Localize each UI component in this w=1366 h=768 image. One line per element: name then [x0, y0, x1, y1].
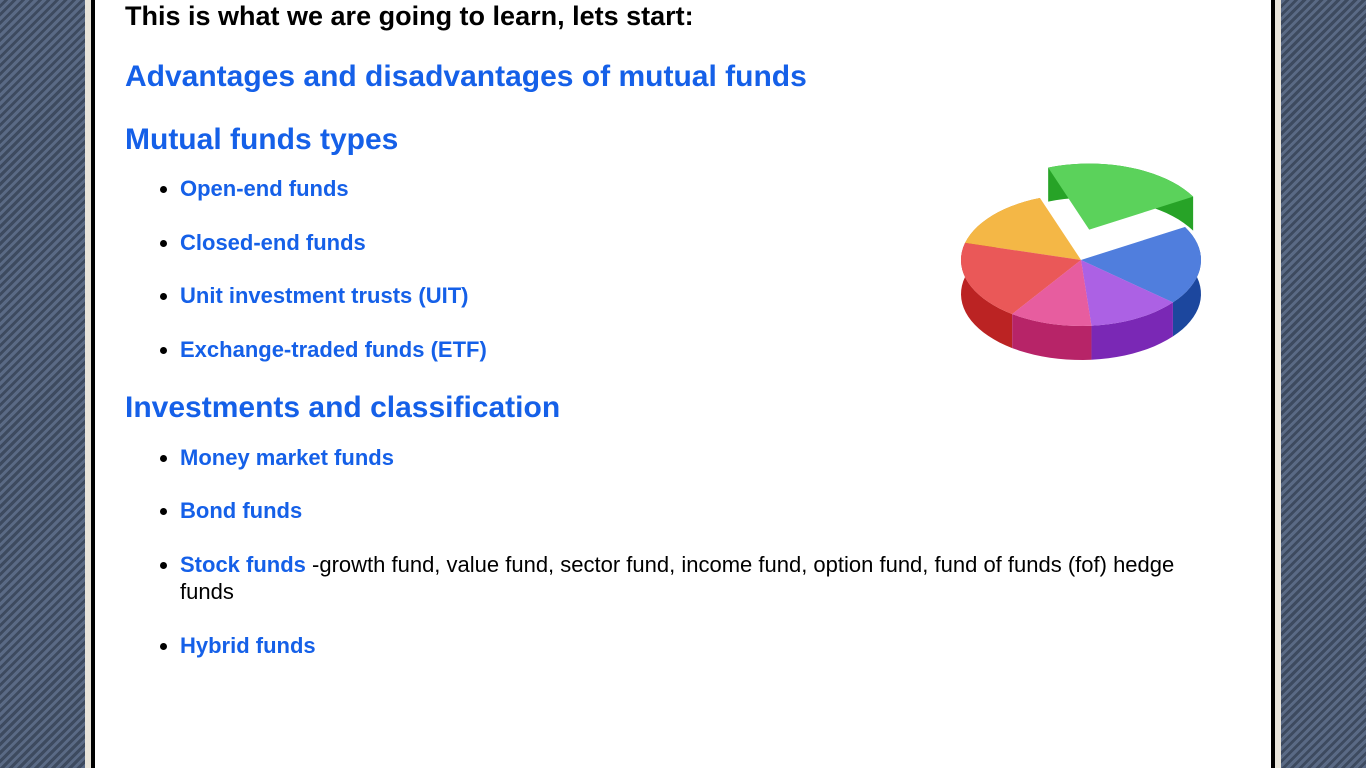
link-stock-funds[interactable]: Stock funds: [180, 552, 306, 577]
link-closed-end-funds[interactable]: Closed-end funds: [180, 230, 366, 255]
intro-text: This is what we are going to learn, lets…: [125, 0, 1246, 32]
list-item: Bond funds: [180, 497, 1246, 525]
heading-investments-label: Investments and classification: [125, 391, 560, 424]
list-item: Money market funds: [180, 444, 1246, 472]
outer-frame: This is what we are going to learn, lets…: [85, 0, 1281, 768]
link-money-market-funds[interactable]: Money market funds: [180, 445, 394, 470]
heading-types-label: Mutual funds types: [125, 123, 398, 156]
pie-chart-icon: [921, 140, 1241, 400]
list-item: Stock funds -growth fund, value fund, se…: [180, 551, 1246, 606]
investments-list: Money market funds Bond funds Stock fund…: [180, 444, 1246, 660]
link-hybrid-funds[interactable]: Hybrid funds: [180, 633, 316, 658]
link-unit-investment-trusts[interactable]: Unit investment trusts (UIT): [180, 283, 468, 308]
inner-frame: This is what we are going to learn, lets…: [91, 0, 1275, 768]
list-item: Hybrid funds: [180, 632, 1246, 660]
link-open-end-funds[interactable]: Open-end funds: [180, 176, 349, 201]
link-bond-funds[interactable]: Bond funds: [180, 498, 302, 523]
desc-stock-funds: -growth fund, value fund, sector fund, i…: [180, 552, 1174, 605]
link-exchange-traded-funds[interactable]: Exchange-traded funds (ETF): [180, 337, 487, 362]
heading-advantages-label: Advantages and disadvantages of mutual f…: [125, 60, 807, 93]
page: This is what we are going to learn, lets…: [95, 0, 1271, 768]
heading-advantages[interactable]: Advantages and disadvantages of mutual f…: [125, 60, 1246, 95]
